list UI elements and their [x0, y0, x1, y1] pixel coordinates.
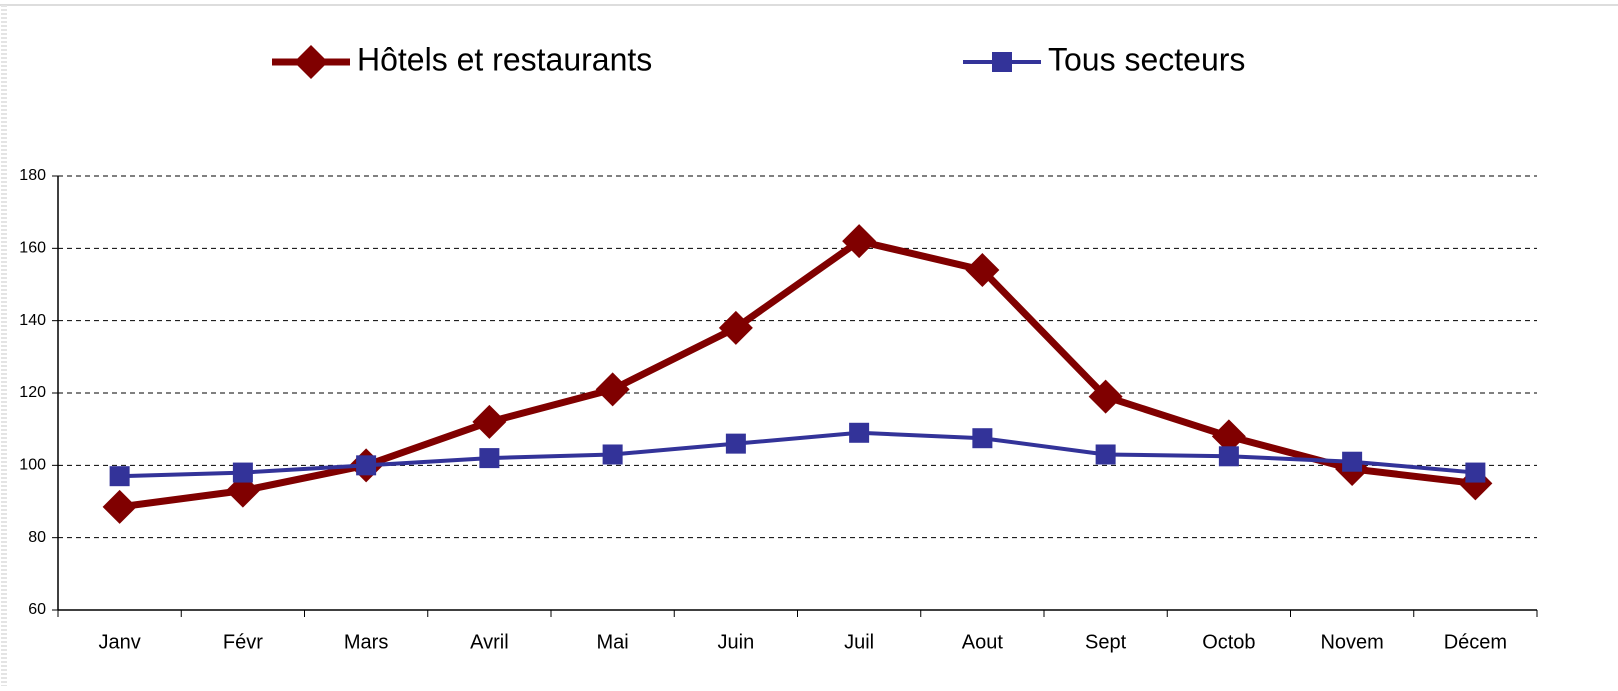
x-tick-label: Novem [1320, 631, 1383, 653]
marker [849, 422, 870, 443]
series-line [119, 430, 1476, 479]
marker [602, 444, 623, 465]
x-tick-label: Mars [344, 631, 388, 653]
x-tick-label: Décem [1444, 631, 1507, 653]
x-tick-label: Juil [844, 631, 874, 653]
x-tick-label: Aout [962, 631, 1004, 653]
marker [102, 489, 137, 524]
y-tick-label: 160 [19, 240, 46, 257]
legend-marker [992, 52, 1012, 72]
y-tick-label: 80 [28, 529, 46, 546]
legend-label: Tous secteurs [1048, 41, 1245, 77]
marker [232, 462, 253, 483]
marker [1211, 419, 1246, 454]
marker [1465, 462, 1486, 483]
marker [472, 404, 507, 439]
y-tick-label: 100 [19, 457, 46, 474]
legend-label: Hôtels et restaurants [357, 41, 652, 77]
marker [718, 310, 753, 345]
x-tick-label: Octob [1202, 631, 1255, 653]
marker [842, 224, 877, 259]
x-tick-label: Janv [99, 631, 141, 653]
marker [1095, 444, 1116, 465]
x-tick-label: Mai [597, 631, 629, 653]
marker [1088, 379, 1123, 414]
marker [1218, 446, 1239, 467]
x-tick-label: Sept [1085, 631, 1127, 653]
series-line [119, 237, 1476, 511]
marker [595, 372, 630, 407]
y-tick-label: 60 [28, 601, 46, 618]
marker [972, 428, 993, 449]
marker [1342, 451, 1363, 472]
y-tick-label: 140 [19, 312, 46, 329]
marker [356, 455, 377, 476]
marker [109, 466, 130, 487]
y-tick-label: 120 [19, 384, 46, 401]
x-tick-label: Juin [718, 631, 755, 653]
marker [725, 433, 746, 454]
x-tick-label: Févr [223, 631, 263, 653]
x-tick-label: Avril [470, 631, 509, 653]
legend-marker [294, 45, 328, 79]
y-tick-label: 180 [19, 167, 46, 184]
marker [965, 253, 1000, 288]
marker [479, 448, 500, 469]
